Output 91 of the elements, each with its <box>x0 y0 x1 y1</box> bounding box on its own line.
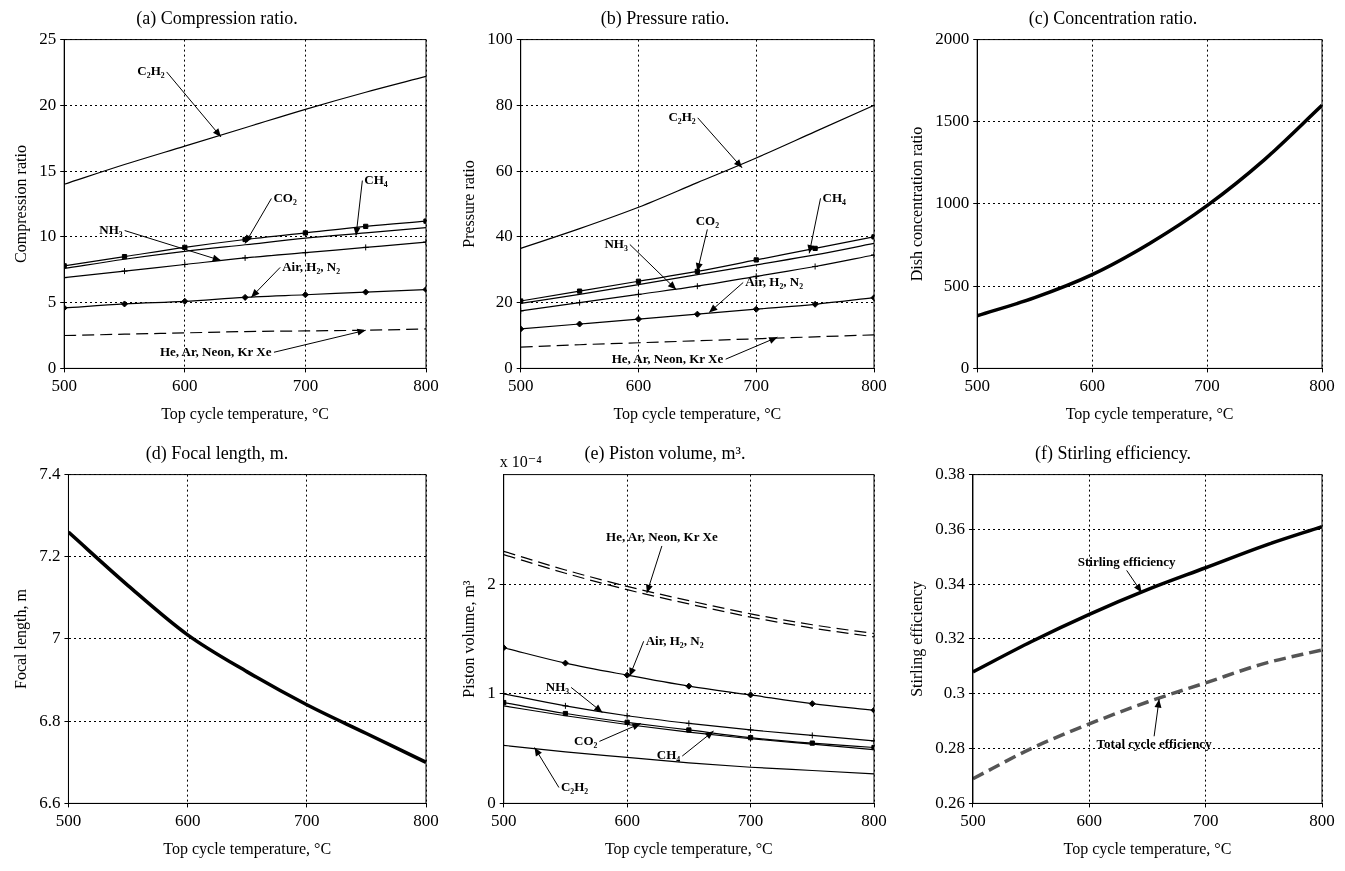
y-tick-label: 0.28 <box>935 738 965 758</box>
text: x 10⁻⁴ <box>499 452 543 470</box>
y-axis-title: Focal length, m <box>11 588 30 689</box>
y-tick-label: 0.32 <box>935 628 965 648</box>
chart-title: (c) Concentration ratio. <box>1028 7 1198 29</box>
y-tick-label: 2 <box>487 573 496 593</box>
annotation: Total cycle efficiency <box>1096 735 1213 751</box>
y-tick-label: 0.38 <box>935 464 965 484</box>
y-tick-label: 15 <box>39 160 57 180</box>
y-axis-title: Dish concentration ratio <box>907 126 925 282</box>
x-tick-label: 700 <box>743 376 769 396</box>
x-axis-title: Top cycle temperature, °C <box>1065 404 1234 423</box>
annotation: He, Ar, Neon, Kr Xe <box>606 529 718 545</box>
x-tick-label: 600 <box>174 811 201 831</box>
x-tick-label: 600 <box>172 376 198 396</box>
x-tick-label: 800 <box>413 811 439 831</box>
annotation: Air, H₂, N₂ <box>745 273 804 289</box>
chart-title: (f) Stirling efficiency. <box>1035 442 1191 464</box>
y-tick-label: 6.8 <box>39 710 61 730</box>
y-tick-label: 20 <box>39 94 57 114</box>
x-tick-label: 700 <box>737 811 764 831</box>
y-axis-title: Compression ratio <box>11 145 30 263</box>
annotation: C₂H₂ <box>668 109 696 125</box>
x-tick-label: 600 <box>1076 811 1103 831</box>
annotation: NH₃ <box>604 235 628 251</box>
y-tick-label: 7.4 <box>39 464 61 484</box>
y-tick-label: 0.26 <box>935 792 965 812</box>
annotation: He, Ar, Neon, Kr Xe <box>611 350 724 366</box>
annotation: CH₄ <box>822 189 847 205</box>
y-tick-label: 60 <box>495 160 513 180</box>
annotation: CH₄ <box>364 171 388 187</box>
y-axis-title: Stirling efficiency <box>907 581 926 697</box>
x-tick-label: 800 <box>1309 811 1335 831</box>
annotation: Stirling efficiency <box>1077 553 1177 569</box>
annotation: NH₃ <box>545 678 570 694</box>
y-tick-label: 20 <box>495 292 513 312</box>
x-tick-label: 600 <box>614 811 640 831</box>
x-axis-title: Top cycle temperature, °C <box>163 839 332 858</box>
y-tick-label: 6.6 <box>39 792 61 812</box>
y-tick-label: 40 <box>495 226 513 246</box>
annotation: CO₂ <box>273 189 297 205</box>
annotation: Air, H₂, N₂ <box>645 632 704 648</box>
x-tick-label: 500 <box>960 811 986 831</box>
y-axis-title: Piston volume, m³ <box>459 580 477 698</box>
y-tick-label: 80 <box>495 94 513 114</box>
y-tick-label: 7.2 <box>39 546 61 566</box>
x-axis-title: Top cycle temperature, °C <box>1063 839 1232 858</box>
x-axis-title: Top cycle temperature, °C <box>613 404 782 423</box>
y-tick-label: 0.36 <box>935 518 965 538</box>
y-tick-label: 7 <box>51 628 61 648</box>
y-tick-label: 0.34 <box>935 573 966 593</box>
chart-title: (e) Piston volume, m³. <box>584 442 746 464</box>
x-tick-label: 700 <box>1194 376 1220 396</box>
x-tick-label: 800 <box>1309 376 1335 396</box>
y-tick-label: 10 <box>39 226 57 246</box>
annotation: CO₂ <box>695 212 720 228</box>
annotation: NH₃ <box>99 221 123 237</box>
x-axis-title: Top cycle temperature, °C <box>161 404 330 423</box>
y-tick-label: 0 <box>47 357 57 377</box>
y-tick-label: 2000 <box>935 29 970 49</box>
x-tick-label: 700 <box>294 811 320 831</box>
x-tick-label: 500 <box>964 376 990 396</box>
x-tick-label: 600 <box>1079 376 1105 396</box>
y-tick-label: 1000 <box>935 193 970 213</box>
x-tick-label: 800 <box>413 376 439 396</box>
y-tick-label: 0 <box>487 792 496 812</box>
annotation: C₂H₂ <box>137 63 165 79</box>
y-tick-label: 0 <box>504 357 513 377</box>
y-tick-label: 5 <box>47 292 57 312</box>
y-tick-label: 25 <box>39 29 57 49</box>
x-tick-label: 800 <box>861 376 887 396</box>
chart-title: (b) Pressure ratio. <box>600 7 730 29</box>
y-tick-label: 100 <box>487 29 513 49</box>
annotation: Air, H₂, N₂ <box>282 258 341 274</box>
annotation: C₂H₂ <box>560 778 589 794</box>
x-axis-title: Top cycle temperature, °C <box>604 839 773 858</box>
y-tick-label: 1500 <box>935 111 970 131</box>
annotation: CH₄ <box>656 747 681 763</box>
x-tick-label: 800 <box>861 811 887 831</box>
annotation: CO₂ <box>574 732 598 748</box>
x-tick-label: 700 <box>1192 811 1219 831</box>
x-tick-label: 600 <box>625 376 652 396</box>
chart-title: (a) Compression ratio. <box>136 7 298 29</box>
y-axis-title: Pressure ratio <box>459 160 477 248</box>
x-tick-label: 700 <box>292 376 319 396</box>
y-tick-label: 500 <box>943 275 970 295</box>
y-tick-label: 1 <box>487 683 496 703</box>
chart-title: (d) Focal length, m. <box>145 442 289 464</box>
annotation: He, Ar, Neon, Kr Xe <box>159 343 272 359</box>
y-tick-label: 0.3 <box>943 683 965 703</box>
y-tick-label: 0 <box>960 357 970 377</box>
